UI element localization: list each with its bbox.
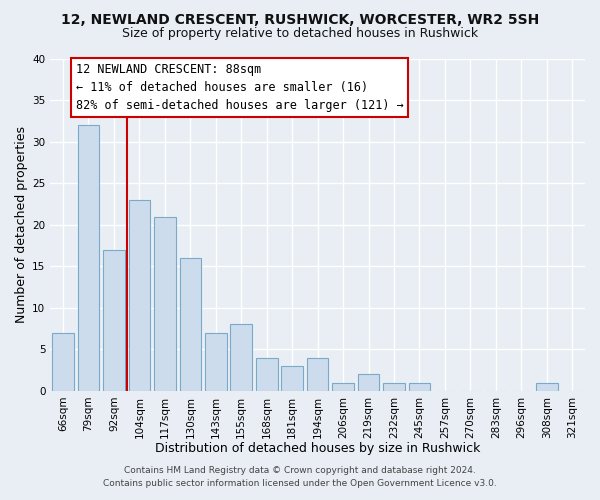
Bar bbox=[281, 366, 303, 391]
Bar bbox=[256, 358, 278, 391]
Text: 12 NEWLAND CRESCENT: 88sqm
← 11% of detached houses are smaller (16)
82% of semi: 12 NEWLAND CRESCENT: 88sqm ← 11% of deta… bbox=[76, 63, 403, 112]
Text: 12, NEWLAND CRESCENT, RUSHWICK, WORCESTER, WR2 5SH: 12, NEWLAND CRESCENT, RUSHWICK, WORCESTE… bbox=[61, 12, 539, 26]
Bar bbox=[409, 382, 430, 391]
Bar bbox=[103, 250, 125, 391]
Bar bbox=[358, 374, 379, 391]
Bar bbox=[77, 126, 99, 391]
Bar bbox=[307, 358, 328, 391]
Bar bbox=[536, 382, 557, 391]
Bar bbox=[154, 216, 176, 391]
Bar bbox=[52, 333, 74, 391]
Bar bbox=[179, 258, 201, 391]
Bar bbox=[332, 382, 354, 391]
Y-axis label: Number of detached properties: Number of detached properties bbox=[15, 126, 28, 324]
Bar bbox=[128, 200, 150, 391]
Bar bbox=[383, 382, 405, 391]
X-axis label: Distribution of detached houses by size in Rushwick: Distribution of detached houses by size … bbox=[155, 442, 481, 455]
Text: Size of property relative to detached houses in Rushwick: Size of property relative to detached ho… bbox=[122, 28, 478, 40]
Text: Contains HM Land Registry data © Crown copyright and database right 2024.
Contai: Contains HM Land Registry data © Crown c… bbox=[103, 466, 497, 487]
Bar bbox=[230, 324, 252, 391]
Bar bbox=[205, 333, 227, 391]
